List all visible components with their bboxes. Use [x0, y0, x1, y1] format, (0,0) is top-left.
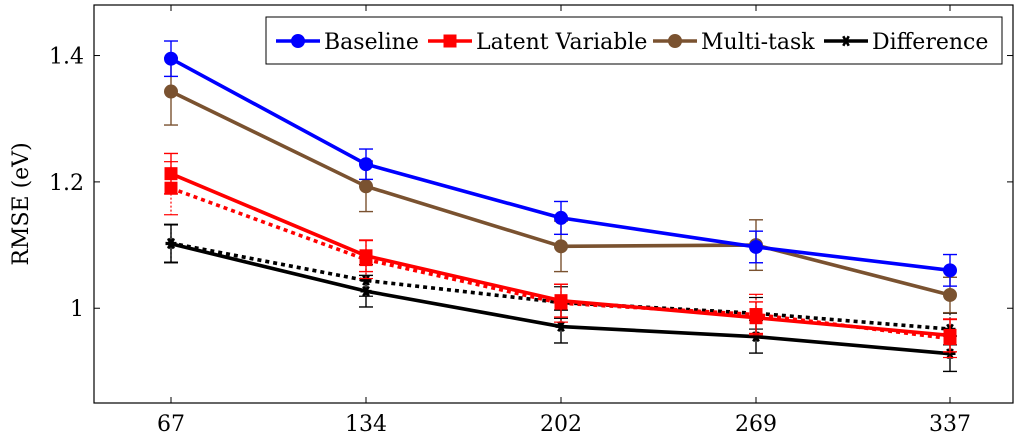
- data-point: [749, 311, 763, 325]
- y-tick-label: 1.2: [49, 171, 84, 196]
- legend-swatch-marker: [840, 35, 852, 47]
- legend-entry: Multi-task: [653, 30, 815, 55]
- legend-entry: Baseline: [276, 30, 419, 55]
- series-4: [164, 224, 957, 373]
- series-0: [164, 40, 957, 287]
- plot-frame: [93, 4, 1014, 404]
- data-point: [943, 263, 957, 278]
- legend-label: Baseline: [324, 30, 419, 55]
- data-point: [360, 285, 372, 297]
- plot-marks: [164, 40, 957, 373]
- data-point: [555, 321, 567, 332]
- y-axis: 1 1.2 1.4: [49, 45, 1013, 322]
- data-point: [943, 287, 957, 302]
- data-point: [554, 210, 568, 225]
- data-point: [165, 238, 177, 250]
- y-tick-label: 1.4: [49, 45, 84, 70]
- x-tick-label: 202: [540, 412, 582, 436]
- legend-label: Multi-task: [701, 30, 815, 55]
- legend-swatch-marker: [668, 34, 682, 48]
- x-tick-label: 67: [157, 412, 185, 436]
- y-axis-label: RMSE (eV): [9, 142, 34, 265]
- data-point: [164, 167, 178, 181]
- x-axis: 67 134 202 269 337: [157, 5, 971, 436]
- legend-box: [265, 16, 1003, 65]
- x-tick-label: 134: [345, 412, 387, 436]
- legend-entry: Difference: [824, 30, 988, 55]
- legend: Baseline Latent Variable Multi-task Differe…: [265, 16, 1003, 65]
- data-point: [359, 249, 373, 263]
- data-point: [943, 328, 957, 342]
- legend-label: Difference: [872, 30, 988, 55]
- data-point: [164, 51, 178, 66]
- data-point: [359, 157, 373, 172]
- data-point: [554, 239, 568, 254]
- series-1: [164, 152, 957, 353]
- data-point: [359, 179, 373, 194]
- legend-swatch-marker: [291, 34, 305, 48]
- x-tick-label: 337: [929, 412, 971, 436]
- legend-label: Latent Variable: [476, 30, 647, 55]
- series-3: [164, 57, 957, 314]
- data-point: [164, 84, 178, 99]
- x-tick-label: 269: [735, 412, 777, 436]
- y-tick-label: 1: [70, 297, 84, 322]
- legend-entry: Latent Variable: [428, 30, 647, 55]
- data-point: [554, 294, 568, 308]
- data-point: [749, 239, 763, 254]
- legend-swatch-marker: [443, 34, 457, 48]
